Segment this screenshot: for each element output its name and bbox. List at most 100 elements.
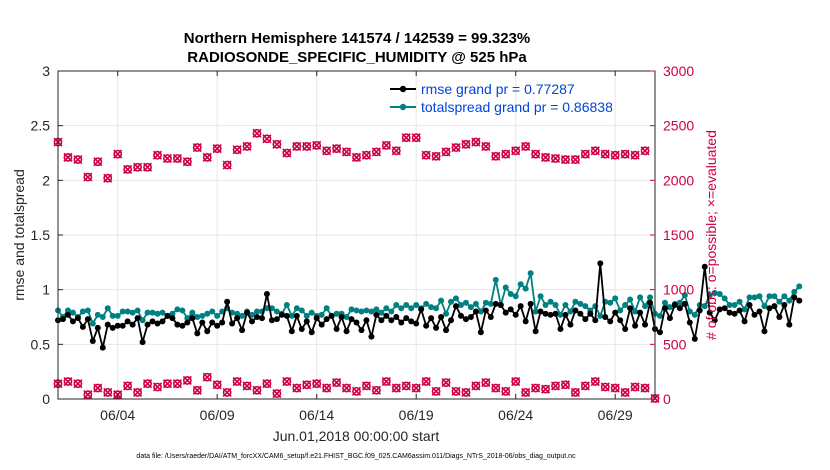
obs-possible-circle <box>431 151 441 161</box>
totalspread-point <box>666 304 673 311</box>
obs-evaluated-circle <box>182 376 192 385</box>
rmse-point <box>74 315 81 322</box>
obs-evaluated-cross <box>341 147 352 157</box>
y-right-axis-ticks: 0 500 1000 1500 2000 2500 3000 <box>650 63 694 407</box>
obs-evaluated-point <box>123 381 133 391</box>
legend-spread-marker <box>399 103 407 111</box>
rmse-point <box>642 321 649 328</box>
obs-evaluated-point <box>531 383 541 393</box>
obs-possible-circle <box>551 154 560 163</box>
rmse-point <box>129 321 136 328</box>
rmse-point <box>791 294 798 301</box>
obs-evaluated-cross <box>441 378 451 388</box>
rmse-point <box>746 301 753 308</box>
totalspread-point <box>507 291 514 298</box>
obs-evaluated-circle <box>521 388 531 397</box>
obs-evaluated-cross <box>232 145 242 155</box>
obs-possible-point <box>202 152 212 162</box>
rmse-point <box>293 312 300 319</box>
obs-evaluated-circle <box>481 378 491 387</box>
obs-possible-circle <box>153 150 162 160</box>
obs-evaluated-circle <box>541 384 550 394</box>
obs-evaluated-point <box>441 378 451 388</box>
totalspread-point <box>114 312 121 319</box>
y-right-tick-label: 0 <box>663 391 671 407</box>
rmse-point <box>472 308 479 315</box>
obs-evaluated-cross <box>341 383 352 393</box>
totalspread-point <box>348 306 355 313</box>
obs-evaluated-point <box>550 381 561 391</box>
obs-possible-circle <box>73 155 83 164</box>
obs-possible-point <box>630 150 640 160</box>
rmse-point <box>373 311 380 318</box>
obs-possible-point <box>282 148 292 158</box>
totalspread-point <box>84 307 91 314</box>
obs-evaluated-cross <box>630 382 640 392</box>
rmse-point <box>661 305 668 312</box>
obs-evaluated-point <box>610 383 620 393</box>
totalspread-point <box>69 309 76 316</box>
obs-evaluated-circle <box>192 385 202 395</box>
rmse-point <box>512 311 519 318</box>
totalspread-point <box>791 288 798 295</box>
rmse-point <box>164 312 171 319</box>
obs-evaluated-cross <box>590 376 600 387</box>
totalspread-point <box>532 308 539 315</box>
rmse-point <box>736 307 743 314</box>
obs-possible-point <box>501 149 511 159</box>
obs-possible-point <box>302 141 312 152</box>
totalspread-point <box>612 295 619 302</box>
x-tick-label: 06/04 <box>100 407 135 423</box>
obs-evaluated-cross <box>451 142 461 153</box>
totalspread-point <box>378 309 385 316</box>
totalspread-point <box>438 297 445 304</box>
rmse-point <box>388 317 395 324</box>
totalspread-point <box>89 320 96 327</box>
rmse-point <box>726 309 733 316</box>
obs-evaluated-circle <box>302 380 312 390</box>
obs-evaluated-cross <box>113 149 123 159</box>
totalspread-point <box>627 296 634 303</box>
obs-evaluated-cross <box>381 140 391 150</box>
obs-evaluated-point <box>202 372 212 382</box>
obs-possible-point <box>411 133 421 143</box>
obs-evaluated-cross <box>501 386 511 396</box>
rmse-point <box>522 318 529 325</box>
obs-evaluated-cross <box>560 380 571 390</box>
obs-possible-circle <box>411 133 421 143</box>
obs-evaluated-point <box>162 379 173 389</box>
obs-possible-point <box>600 149 610 159</box>
obs-evaluated-cross <box>262 134 272 144</box>
obs-evaluated-cross <box>461 139 471 149</box>
rmse-point <box>239 327 246 334</box>
obs-evaluated-cross <box>351 152 362 162</box>
rmse-point <box>532 328 539 335</box>
obs-evaluated-cross <box>511 146 521 156</box>
totalspread-point <box>249 311 256 318</box>
totalspread-point <box>741 306 748 313</box>
obs-evaluated-cross <box>521 387 531 398</box>
obs-possible-circle <box>491 151 501 161</box>
obs-possible-series <box>53 128 650 183</box>
obs-evaluated-circle <box>123 381 133 391</box>
rmse-point <box>229 320 236 327</box>
rmse-point <box>751 311 758 318</box>
obs-evaluated-cross <box>282 148 292 158</box>
rmse-point <box>756 308 763 315</box>
rmse-point <box>64 311 71 318</box>
obs-evaluated-point <box>222 387 232 398</box>
obs-evaluated-point <box>182 375 192 385</box>
rmse-point <box>59 316 66 323</box>
totalspread-point <box>423 300 430 307</box>
obs-evaluated-cross <box>292 383 302 393</box>
obs-evaluated-cross <box>133 162 143 172</box>
totalspread-point <box>711 289 718 296</box>
totalspread-point <box>472 300 479 307</box>
obs-possible-point <box>361 150 372 160</box>
totalspread-point <box>482 299 489 306</box>
data-file-footer: data file: /Users/raeder/DAI/ATM_forcXX/… <box>136 453 576 460</box>
obs-evaluated-cross <box>570 154 580 165</box>
rmse-point <box>686 319 693 326</box>
obs-evaluated-cross <box>620 387 630 398</box>
obs-evaluated-circle <box>212 380 222 390</box>
